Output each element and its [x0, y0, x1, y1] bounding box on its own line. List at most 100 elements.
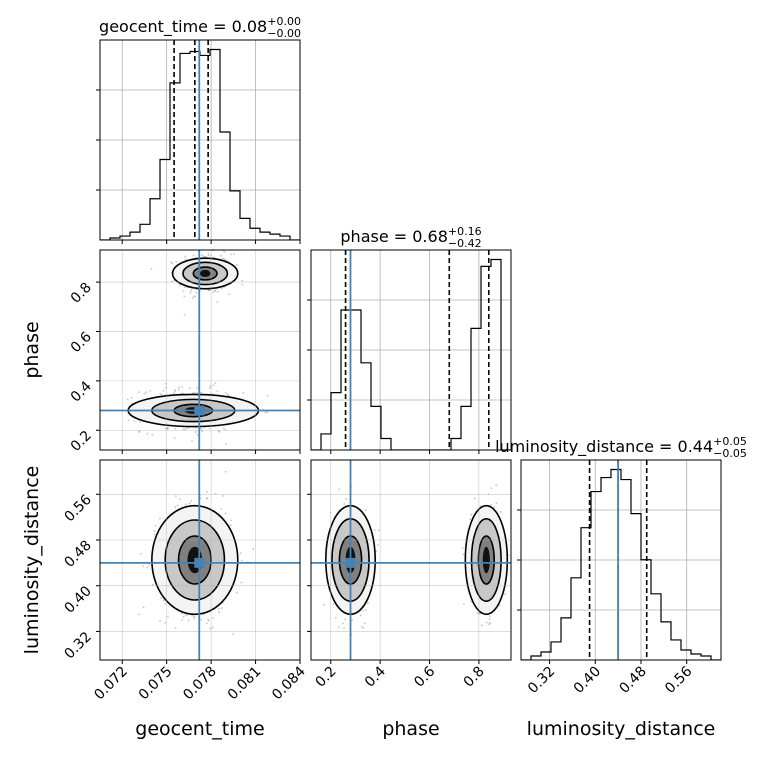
sample-point [133, 420, 136, 423]
sample-point [138, 430, 141, 433]
sample-point [241, 279, 244, 282]
sample-point [252, 548, 255, 550]
sample-point [196, 434, 199, 436]
sample-point [176, 504, 179, 507]
sample-point [364, 509, 367, 512]
sample-point [164, 603, 167, 605]
panel-frame [99, 39, 301, 241]
sample-point [153, 530, 156, 532]
sample-point [177, 386, 180, 389]
sample-point [221, 257, 224, 260]
sample-point [143, 392, 146, 395]
x-tick-label: 0.4 [362, 663, 389, 690]
y-tick-label: 0.32 [61, 629, 94, 662]
y-tick-label: 0.48 [61, 538, 94, 571]
sample-point [224, 258, 227, 261]
sample-point [173, 279, 175, 282]
sample-point [214, 382, 217, 385]
sample-point [364, 609, 367, 611]
x-tick-label: 0.078 [180, 664, 220, 704]
sample-point [164, 387, 167, 390]
sample-point [219, 254, 222, 257]
sample-point [338, 488, 341, 491]
sample-point [343, 502, 346, 505]
sample-point [208, 289, 211, 292]
sample-point [218, 607, 220, 610]
truth-marker [345, 557, 356, 568]
sample-point [164, 382, 167, 385]
sample-point [209, 627, 212, 630]
sample-point [130, 397, 133, 399]
sample-point [139, 552, 142, 555]
sample-point [266, 394, 269, 397]
y-axis-label-luminosity_distance: luminosity_distance [21, 466, 43, 655]
sample-point [240, 559, 243, 562]
sample-point [195, 431, 197, 433]
sample-point [174, 495, 177, 497]
sample-point [364, 622, 366, 625]
sample-point [462, 553, 465, 556]
sample-point [166, 426, 169, 429]
sample-point [162, 389, 165, 392]
sample-point [235, 264, 238, 267]
title-geocent_time: geocent_time = 0.08+0.00 [99, 15, 301, 37]
sample-point [470, 513, 473, 516]
y-tick-label: 0.56 [61, 492, 94, 525]
truth-marker [194, 557, 205, 568]
sample-point [226, 393, 229, 396]
title-main: phase = 0.68 [340, 227, 447, 246]
x-tick-label: 0.6 [411, 663, 438, 690]
sample-point [173, 436, 176, 439]
sample-point [367, 602, 369, 604]
sample-point [148, 564, 151, 567]
sample-point [142, 565, 144, 568]
sample-point [216, 390, 219, 393]
sample-point [208, 387, 211, 389]
sample-point [488, 618, 491, 621]
sample-point [473, 497, 476, 500]
sample-point [360, 625, 363, 628]
sample-point [180, 386, 183, 388]
sample-point [175, 260, 178, 263]
sample-point [361, 609, 364, 612]
sample-point [171, 262, 174, 265]
sample-point [173, 389, 176, 391]
sample-point [362, 627, 365, 629]
sample-point [240, 581, 243, 584]
x-tick-label: 0.40 [571, 664, 604, 697]
x-axis-label-phase: phase [382, 718, 439, 740]
sample-point [507, 554, 510, 557]
sample-point [179, 284, 182, 287]
sample-point [230, 519, 233, 522]
sample-point [344, 618, 347, 621]
hist-panel-phase: phase = 0.68+0.16−0.42 [307, 225, 512, 454]
sample-point [490, 487, 493, 490]
sample-point [190, 289, 192, 292]
density-core [199, 269, 211, 277]
sample-point [478, 612, 481, 615]
sample-point [206, 497, 209, 500]
histogram-luminosity_distance [521, 468, 721, 660]
sample-point [462, 603, 465, 605]
sample-point [208, 427, 211, 430]
sample-point [376, 544, 379, 546]
sample-point [470, 600, 472, 603]
sample-point [220, 287, 223, 290]
sample-point [202, 255, 205, 258]
sample-point [266, 411, 269, 413]
sample-point [201, 254, 204, 257]
sample-point [138, 391, 140, 394]
sample-point [222, 427, 225, 430]
title-sup: +0.00 [267, 15, 301, 28]
sample-point [373, 529, 376, 532]
sample-point [190, 499, 193, 502]
sample-point [498, 604, 501, 607]
pair-panel-geocent_time-phase [96, 249, 301, 454]
title-main: luminosity_distance = 0.44 [495, 437, 713, 457]
x-tick-label: 0.32 [525, 664, 558, 697]
sample-point [359, 614, 362, 617]
sample-point [174, 627, 177, 630]
sample-point [223, 250, 226, 253]
title-sup: +0.05 [713, 435, 747, 448]
x-tick-label: 0.2 [313, 664, 340, 691]
